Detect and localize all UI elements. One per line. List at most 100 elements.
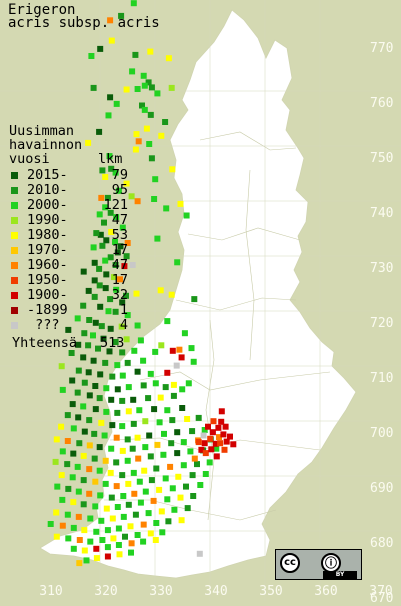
observation-square (129, 445, 136, 452)
observation-square (162, 384, 169, 391)
northing-tick-label: 690 (370, 481, 394, 496)
observation-square (76, 560, 83, 567)
legend-count: 32 (111, 287, 128, 303)
observation-square (179, 386, 186, 393)
observation-square (88, 53, 95, 59)
observation-square (130, 469, 137, 476)
license-badge[interactable]: cc ⓘ BY (275, 549, 362, 580)
observation-square (123, 292, 129, 299)
observation-square (64, 438, 71, 444)
legend-year-label: 2015- (27, 167, 68, 183)
observation-square (130, 396, 137, 403)
observation-square (86, 392, 93, 399)
legend-swatch (11, 277, 18, 284)
legend-count: 17 (111, 242, 128, 258)
observation-square (80, 452, 87, 459)
observation-square (162, 475, 169, 482)
legend-year-label: 1980- (27, 227, 68, 243)
observation-square (117, 276, 123, 283)
northing-tick-label: 760 (370, 96, 394, 111)
observation-square (87, 515, 94, 522)
observation-square (140, 357, 147, 364)
observation-square (114, 386, 121, 393)
observation-square (128, 540, 135, 547)
observation-square (101, 219, 107, 226)
observation-square (97, 371, 104, 378)
observation-square (86, 490, 93, 497)
observation-square (59, 496, 66, 503)
observation-square (222, 423, 229, 430)
legend-heading-2: havainnon (9, 137, 83, 153)
observation-square (142, 444, 149, 451)
observation-square (81, 330, 88, 337)
legend-year-label: 1960- (27, 257, 68, 273)
observation-square (121, 263, 128, 270)
easting-tick-label: 350 (259, 584, 283, 599)
observation-square (74, 389, 81, 396)
observation-square (148, 84, 155, 91)
observation-square (165, 518, 172, 525)
observation-square (125, 480, 132, 487)
observation-square (113, 214, 120, 221)
observation-square (102, 285, 109, 292)
observation-square (201, 440, 208, 447)
observation-square (69, 401, 76, 408)
observation-square (98, 517, 105, 524)
observation-square (104, 194, 111, 201)
observation-square (90, 357, 97, 364)
observation-square (111, 274, 117, 281)
observation-square (53, 436, 60, 443)
northing-tick-label: 680 (370, 536, 394, 551)
easting-tick-label: 310 (39, 584, 63, 599)
observation-square (114, 409, 121, 416)
observation-square (81, 379, 88, 386)
easting-tick-label: 330 (149, 584, 173, 599)
observation-square (107, 296, 114, 303)
observation-square (137, 337, 144, 344)
northing-tick-label: 700 (370, 426, 394, 441)
observation-square (96, 467, 103, 474)
observation-square (157, 394, 164, 401)
observation-square (165, 55, 172, 62)
observation-square (123, 180, 130, 187)
observation-square (108, 494, 115, 501)
observation-square (201, 427, 208, 433)
northing-tick-label: 710 (370, 371, 394, 386)
observation-square (107, 254, 114, 261)
observation-square (168, 291, 175, 298)
observation-square (85, 342, 92, 349)
observation-square (105, 308, 112, 315)
observation-square (107, 17, 114, 24)
observation-square (124, 436, 131, 443)
observation-square (80, 477, 87, 484)
observation-square (103, 385, 110, 392)
observation-square (198, 446, 205, 453)
observation-square (197, 482, 204, 488)
observation-square (124, 457, 131, 464)
easting-tick-label: 340 (204, 584, 228, 599)
observation-square (116, 551, 123, 558)
observation-square (128, 193, 135, 200)
observation-square (75, 513, 82, 520)
observation-square (154, 441, 161, 448)
legend-item: 1980- 53 (9, 228, 134, 243)
observation-square (76, 440, 83, 447)
observation-square (100, 335, 107, 342)
observation-square (70, 425, 77, 432)
observation-square (195, 439, 202, 446)
observation-square (80, 354, 87, 361)
observation-square (68, 350, 75, 356)
observation-square (147, 111, 154, 118)
observation-square (113, 286, 120, 293)
observation-square (91, 455, 98, 462)
observation-square (107, 94, 114, 101)
observation-square (174, 450, 181, 457)
observation-square (102, 174, 109, 180)
observation-square (90, 84, 97, 91)
observation-square (119, 224, 126, 231)
observation-square (86, 417, 93, 424)
legend-heading-1: Uusimman (9, 123, 75, 139)
observation-square (52, 458, 59, 465)
observation-square (119, 397, 126, 404)
observation-square (213, 445, 220, 452)
